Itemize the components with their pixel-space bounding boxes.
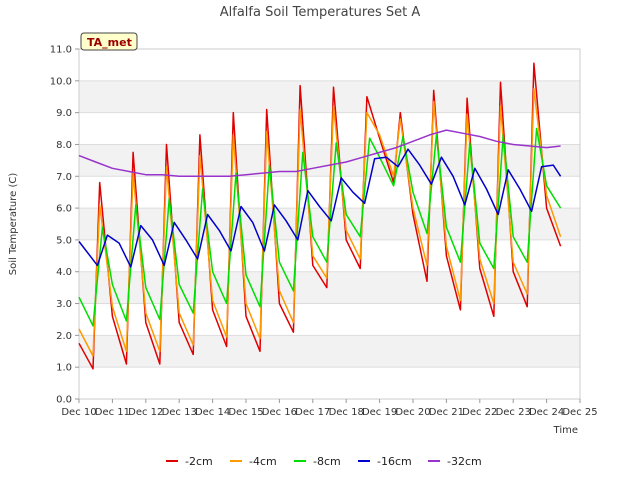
x-tick-label: Dec 15 <box>228 407 263 418</box>
series-line-minus-16cm <box>78 148 562 268</box>
y-tick-label: 8.0 <box>56 140 72 151</box>
plot-band <box>79 80 580 113</box>
chart-title: Alfalfa Soil Temperatures Set A <box>220 5 421 20</box>
x-tick-label: Dec 20 <box>395 407 430 418</box>
station-badge-box <box>80 32 138 51</box>
station-badge: TA_met <box>80 32 138 51</box>
x-tick-label: Dec 17 <box>295 407 330 418</box>
x-tick-label: Dec 10 <box>61 407 96 418</box>
y-tick-label: 0.0 <box>56 395 72 406</box>
plot-band <box>79 271 580 304</box>
x-tick-label: Dec 12 <box>128 407 163 418</box>
x-tick-label: Dec 22 <box>462 407 497 418</box>
x-axis-label: Time <box>553 425 578 436</box>
y-tick-labels: 0.0 1.0 2.0 3.0 4.0 5.0 6.0 7.0 8.0 9.0 10.0 11.0 <box>50 45 79 406</box>
legend-label: -8cm <box>313 455 341 468</box>
x-tick-label: Dec 24 <box>529 407 564 418</box>
series-line-minus-4cm <box>78 88 562 357</box>
legend-label: -16cm <box>377 455 412 468</box>
x-tick-label: Dec 13 <box>162 407 197 418</box>
y-tick-label: 1.0 <box>56 363 72 374</box>
y-tick-label: 6.0 <box>56 204 72 215</box>
legend-label: -2cm <box>185 455 213 468</box>
plot-frame <box>78 48 581 400</box>
y-tick-label: 11.0 <box>50 45 72 56</box>
y-tick-label: 4.0 <box>56 267 72 278</box>
x-tick-label: Dec 16 <box>262 407 297 418</box>
y-axis-label: Soil Temperature (C) <box>8 173 19 276</box>
legend-label: -32cm <box>447 455 482 468</box>
y-tick-label: 9.0 <box>56 108 72 119</box>
legend: -2cm -4cm -8cm -16cm -32cm <box>166 455 482 468</box>
x-tick-label: Dec 23 <box>496 407 531 418</box>
x-tick-label: Dec 19 <box>362 407 397 418</box>
x-tick-label: Dec 21 <box>429 407 464 418</box>
plot-band <box>79 144 580 177</box>
y-tick-label: 3.0 <box>56 299 72 310</box>
y-tick-label: 7.0 <box>56 172 72 183</box>
x-tick-label: Dec 14 <box>195 407 230 418</box>
series-lines <box>78 62 562 370</box>
series-line-minus-32cm <box>78 129 561 178</box>
legend-label: -4cm <box>249 455 277 468</box>
y-tick-label: 5.0 <box>56 235 72 246</box>
plot-band <box>79 335 580 368</box>
series-line-minus-8cm <box>78 127 562 327</box>
y-tick-label: 10.0 <box>50 76 72 87</box>
station-badge-label: TA_met <box>87 36 132 49</box>
x-tick-label: Dec 11 <box>95 407 130 418</box>
plot-bands <box>79 80 580 368</box>
y-tick-label: 2.0 <box>56 331 72 342</box>
x-tick-label: Dec 25 <box>562 407 597 418</box>
x-tick-label: Dec 18 <box>329 407 364 418</box>
